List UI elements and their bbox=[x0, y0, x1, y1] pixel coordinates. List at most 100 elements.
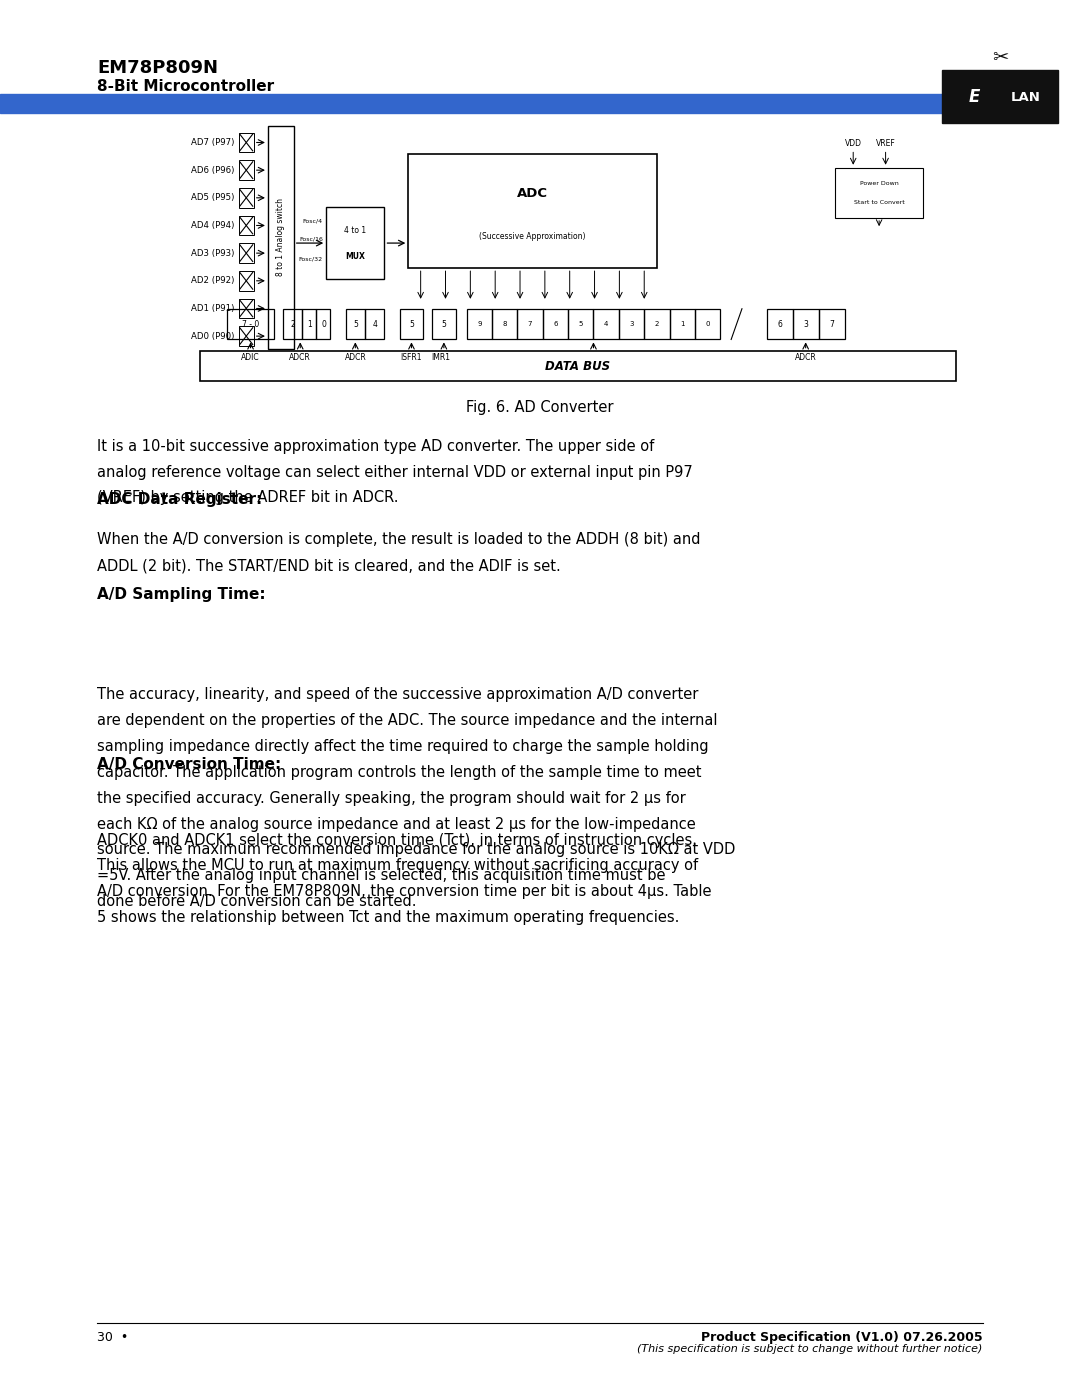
Text: ADCR: ADCR bbox=[345, 353, 366, 362]
Text: ADCR: ADCR bbox=[795, 353, 816, 362]
Text: MUX: MUX bbox=[346, 251, 365, 261]
Text: Fosc/32: Fosc/32 bbox=[299, 257, 323, 261]
Bar bbox=[239, 215, 254, 235]
Text: 5: 5 bbox=[409, 320, 414, 328]
Text: AD3 (P93): AD3 (P93) bbox=[191, 249, 234, 257]
Bar bbox=[239, 243, 254, 263]
Text: VREF: VREF bbox=[876, 140, 895, 148]
Text: When the A/D conversion is complete, the result is loaded to the ADDH (8 bit) an: When the A/D conversion is complete, the… bbox=[97, 532, 701, 548]
Bar bbox=[568, 309, 594, 339]
Bar bbox=[517, 309, 542, 339]
Text: 5: 5 bbox=[442, 320, 446, 328]
Bar bbox=[793, 309, 819, 339]
Bar bbox=[400, 309, 423, 339]
Text: 0: 0 bbox=[705, 321, 710, 327]
Bar bbox=[239, 189, 254, 208]
Bar bbox=[0, 94, 945, 113]
Text: 6: 6 bbox=[778, 320, 782, 328]
Text: AD1 (P91): AD1 (P91) bbox=[191, 305, 234, 313]
Text: ADIC: ADIC bbox=[241, 353, 260, 362]
Bar bbox=[227, 309, 274, 339]
Text: analog reference voltage can select either internal VDD or external input pin P9: analog reference voltage can select eith… bbox=[97, 464, 693, 479]
Text: VDD: VDD bbox=[845, 140, 862, 148]
Bar bbox=[619, 309, 644, 339]
Text: 1: 1 bbox=[680, 321, 685, 327]
Text: =5V. After the analog input channel is selected, this acquisition time must be: =5V. After the analog input channel is s… bbox=[97, 868, 665, 883]
Text: 30  •: 30 • bbox=[97, 1331, 129, 1344]
Bar bbox=[835, 168, 923, 218]
Bar bbox=[239, 271, 254, 291]
Text: each KΩ of the analog source impedance and at least 2 μs for the low-impedance: each KΩ of the analog source impedance a… bbox=[97, 816, 696, 831]
Text: the specified accuracy. Generally speaking, the program should wait for 2 μs for: the specified accuracy. Generally speaki… bbox=[97, 791, 686, 806]
Bar bbox=[283, 309, 302, 339]
Text: 0: 0 bbox=[321, 320, 326, 328]
Bar bbox=[239, 327, 254, 346]
Text: LAN: LAN bbox=[1011, 91, 1041, 103]
Bar bbox=[542, 309, 568, 339]
Text: 7 - 0: 7 - 0 bbox=[242, 320, 259, 328]
Text: 6: 6 bbox=[553, 321, 557, 327]
Text: ISFR1: ISFR1 bbox=[401, 353, 422, 362]
Text: AD0 (P90): AD0 (P90) bbox=[191, 331, 234, 341]
Bar bbox=[365, 309, 384, 339]
Text: source. The maximum recommended impedance for the analog source is 10KΩ at VDD: source. The maximum recommended impedanc… bbox=[97, 842, 735, 858]
Text: ADC: ADC bbox=[517, 187, 548, 200]
Text: 5 shows the relationship between Tct and the maximum operating frequencies.: 5 shows the relationship between Tct and… bbox=[97, 911, 679, 925]
Text: A/D Sampling Time:: A/D Sampling Time: bbox=[97, 587, 266, 602]
Text: 3: 3 bbox=[804, 320, 808, 328]
Text: 3: 3 bbox=[630, 321, 634, 327]
Text: (This specification is subject to change without further notice): (This specification is subject to change… bbox=[637, 1344, 983, 1354]
Text: sampling impedance directly affect the time required to charge the sample holdin: sampling impedance directly affect the t… bbox=[97, 739, 708, 754]
Text: ADCK0 and ADCK1 select the conversion time (Tct), in terms of instruction cycles: ADCK0 and ADCK1 select the conversion ti… bbox=[97, 833, 698, 848]
Bar bbox=[239, 161, 254, 180]
Bar bbox=[316, 309, 330, 339]
Text: (Successive Approximation): (Successive Approximation) bbox=[480, 232, 585, 240]
Text: ADCR: ADCR bbox=[289, 353, 311, 362]
Text: 2: 2 bbox=[654, 321, 659, 327]
Text: 4: 4 bbox=[373, 320, 377, 328]
Text: IMR1: IMR1 bbox=[431, 353, 450, 362]
Text: 5: 5 bbox=[353, 320, 357, 328]
Bar bbox=[268, 126, 294, 349]
Text: 7: 7 bbox=[528, 321, 532, 327]
Bar bbox=[239, 299, 254, 319]
Text: It is a 10-bit successive approximation type AD converter. The upper side of: It is a 10-bit successive approximation … bbox=[97, 439, 654, 454]
Text: 1: 1 bbox=[307, 320, 312, 328]
Bar bbox=[467, 309, 492, 339]
Text: The accuracy, linearity, and speed of the successive approximation A/D converter: The accuracy, linearity, and speed of th… bbox=[97, 687, 699, 703]
Text: EM78P809N: EM78P809N bbox=[97, 59, 218, 77]
Text: Fig. 6. AD Converter: Fig. 6. AD Converter bbox=[467, 400, 613, 415]
Text: Fosc/16: Fosc/16 bbox=[299, 237, 323, 242]
Text: done before A/D conversion can be started.: done before A/D conversion can be starte… bbox=[97, 894, 417, 909]
Text: A/D conversion. For the EM78P809N, the conversion time per bit is about 4μs. Tab: A/D conversion. For the EM78P809N, the c… bbox=[97, 884, 712, 900]
Text: 4: 4 bbox=[604, 321, 608, 327]
Text: E: E bbox=[969, 88, 981, 106]
Text: AD4 (P94): AD4 (P94) bbox=[191, 221, 234, 231]
Text: Power Down: Power Down bbox=[860, 182, 899, 186]
Bar bbox=[200, 351, 956, 381]
Bar bbox=[767, 309, 793, 339]
Text: 7: 7 bbox=[829, 320, 834, 328]
Text: 8 to 1 Analog switch: 8 to 1 Analog switch bbox=[276, 198, 285, 277]
Text: ADC Data Register:: ADC Data Register: bbox=[97, 492, 262, 507]
Text: Fosc/4: Fosc/4 bbox=[302, 219, 323, 224]
Text: 2: 2 bbox=[291, 320, 295, 328]
Text: are dependent on the properties of the ADC. The source impedance and the interna: are dependent on the properties of the A… bbox=[97, 712, 718, 728]
Text: capacitor. The application program controls the length of the sample time to mee: capacitor. The application program contr… bbox=[97, 766, 702, 780]
Text: 8-Bit Microcontroller: 8-Bit Microcontroller bbox=[97, 78, 274, 94]
Bar bbox=[492, 309, 517, 339]
Text: This allows the MCU to run at maximum frequency without sacrificing accuracy of: This allows the MCU to run at maximum fr… bbox=[97, 858, 699, 873]
Text: DATA BUS: DATA BUS bbox=[545, 359, 610, 373]
Text: Product Specification (V1.0) 07.26.2005: Product Specification (V1.0) 07.26.2005 bbox=[701, 1331, 983, 1344]
Text: 8: 8 bbox=[502, 321, 507, 327]
Text: ✂: ✂ bbox=[991, 47, 1009, 67]
Text: 4 to 1: 4 to 1 bbox=[345, 225, 366, 235]
Text: ADDL (2 bit). The START/END bit is cleared, and the ADIF is set.: ADDL (2 bit). The START/END bit is clear… bbox=[97, 557, 561, 573]
Bar bbox=[408, 154, 657, 268]
Bar bbox=[432, 309, 456, 339]
Text: AD5 (P95): AD5 (P95) bbox=[191, 193, 234, 203]
Bar bbox=[670, 309, 696, 339]
Text: Start to Convert: Start to Convert bbox=[854, 200, 904, 205]
Bar bbox=[942, 70, 1058, 123]
Bar bbox=[819, 309, 845, 339]
